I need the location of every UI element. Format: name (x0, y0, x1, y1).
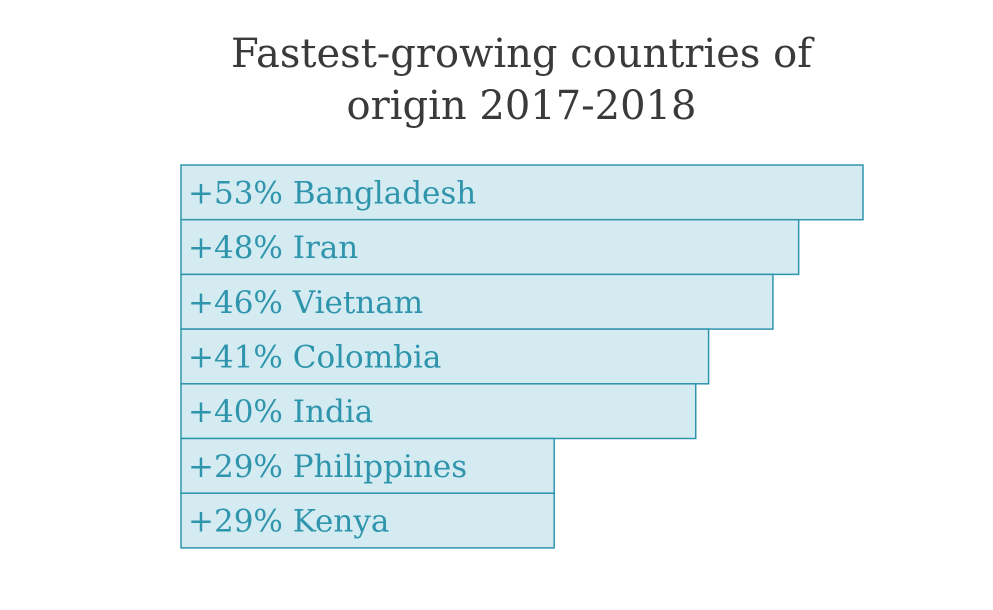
bar-label: +48% Iran (188, 230, 358, 266)
bar-label: +29% Kenya (188, 504, 389, 540)
bar-row: +40% India (180, 383, 697, 440)
bar-label: +53% Bangladesh (188, 175, 476, 211)
bar-row: +29% Philippines (180, 437, 555, 494)
bar-label: +40% India (188, 394, 373, 430)
bar (180, 273, 774, 330)
bar-label: +29% Philippines (188, 449, 467, 485)
bar (180, 383, 697, 440)
bar-row: +29% Kenya (180, 492, 555, 549)
bar (180, 492, 555, 549)
bar-row: +48% Iran (180, 218, 800, 276)
bar-row: +53% Bangladesh (180, 164, 864, 221)
bar-row: +46% Vietnam (180, 273, 774, 330)
bar-row: +41% Colombia (180, 328, 710, 385)
bar (180, 437, 555, 494)
chart-title-line-2: origin 2017-2018 (346, 83, 697, 129)
chart-title: Fastest-growing countries of origin 2017… (0, 28, 993, 132)
bar-label: +46% Vietnam (188, 285, 423, 321)
chart-title-line-1: Fastest-growing countries of (231, 31, 812, 77)
bar (180, 328, 710, 385)
bar (180, 218, 800, 276)
bar-label: +41% Colombia (188, 339, 441, 375)
